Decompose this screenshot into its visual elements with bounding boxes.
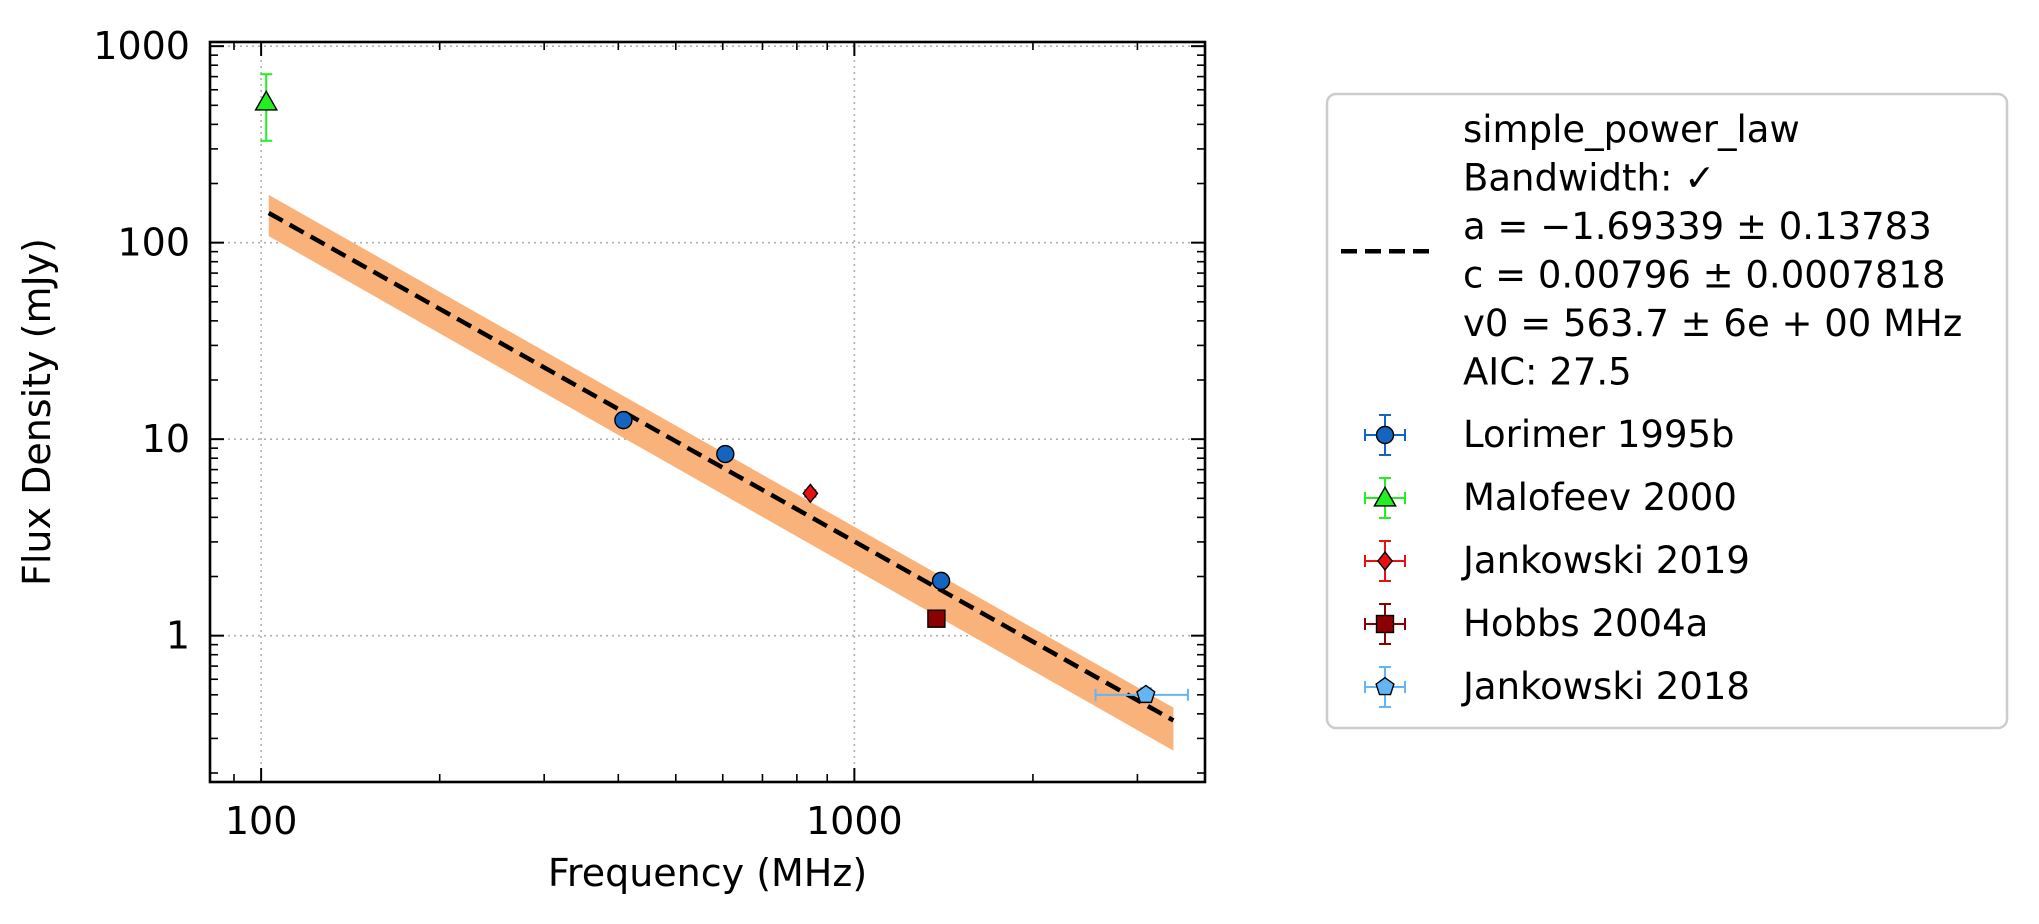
fit-line-layer — [267, 211, 1175, 723]
y-tick-label: 1 — [166, 614, 190, 658]
data-points-layer — [254, 73, 1189, 704]
data-point — [1136, 684, 1156, 704]
plot-area-frame — [208, 40, 1207, 784]
legend-marker — [1375, 425, 1395, 445]
legend-marker — [1375, 676, 1395, 696]
data-point — [927, 609, 946, 628]
legend-fit-line-5: AIC: 27.5 — [1463, 351, 1632, 394]
y-tick-label: 1000 — [93, 24, 190, 68]
legend-label: Jankowski 2019 — [1461, 539, 1750, 582]
fit-uncertainty-band — [268, 194, 1174, 751]
legend-label: Lorimer 1995b — [1463, 413, 1735, 456]
legend-box — [1325, 92, 2009, 730]
y-tick-label: 10 — [142, 417, 190, 461]
fit-line — [267, 211, 1175, 723]
legend-fit-line-1: Bandwidth: ✓ — [1463, 157, 1715, 200]
legend-fit-line-2: a = −1.69339 ± 0.13783 — [1463, 205, 1932, 248]
legend-label: Hobbs 2004a — [1463, 602, 1708, 645]
axis-ticks — [210, 42, 1205, 782]
fit-band-layer — [268, 194, 1174, 751]
legend-marker — [1376, 550, 1394, 572]
legend-marker — [1373, 485, 1397, 507]
data-point — [802, 483, 819, 504]
legend: simple_power_law Bandwidth: ✓ a = −1.69339… — [1325, 92, 2009, 730]
legend-fit-line-4: v0 = 563.7 ± 6e + 00 MHz — [1463, 302, 1962, 345]
legend-label: Malofeev 2000 — [1463, 476, 1737, 519]
data-point — [931, 571, 951, 591]
tick-labels: 100 1000 1 10 100 1000 — [93, 24, 902, 843]
data-point — [254, 89, 279, 111]
y-axis-label: Flux Density (mJy) — [15, 238, 59, 586]
legend-fit-line-3: c = 0.00796 ± 0.0007818 — [1463, 254, 1945, 297]
legend-entries: simple_power_law Bandwidth: ✓ a = −1.69339… — [1341, 108, 1962, 708]
x-tick-label: 100 — [225, 799, 298, 843]
x-tick-label: 1000 — [806, 799, 903, 843]
legend-label: Jankowski 2018 — [1461, 665, 1750, 708]
x-axis-label: Frequency (MHz) — [548, 851, 867, 895]
y-tick-label: 100 — [117, 221, 190, 265]
legend-fit-line-0: simple_power_law — [1463, 108, 1800, 151]
data-point — [716, 444, 735, 464]
data-point — [614, 410, 633, 430]
legend-marker — [1375, 614, 1395, 634]
